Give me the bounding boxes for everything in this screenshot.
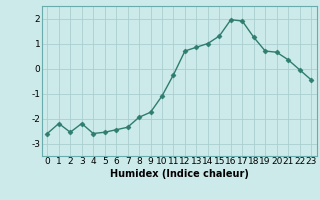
X-axis label: Humidex (Indice chaleur): Humidex (Indice chaleur) — [110, 169, 249, 179]
